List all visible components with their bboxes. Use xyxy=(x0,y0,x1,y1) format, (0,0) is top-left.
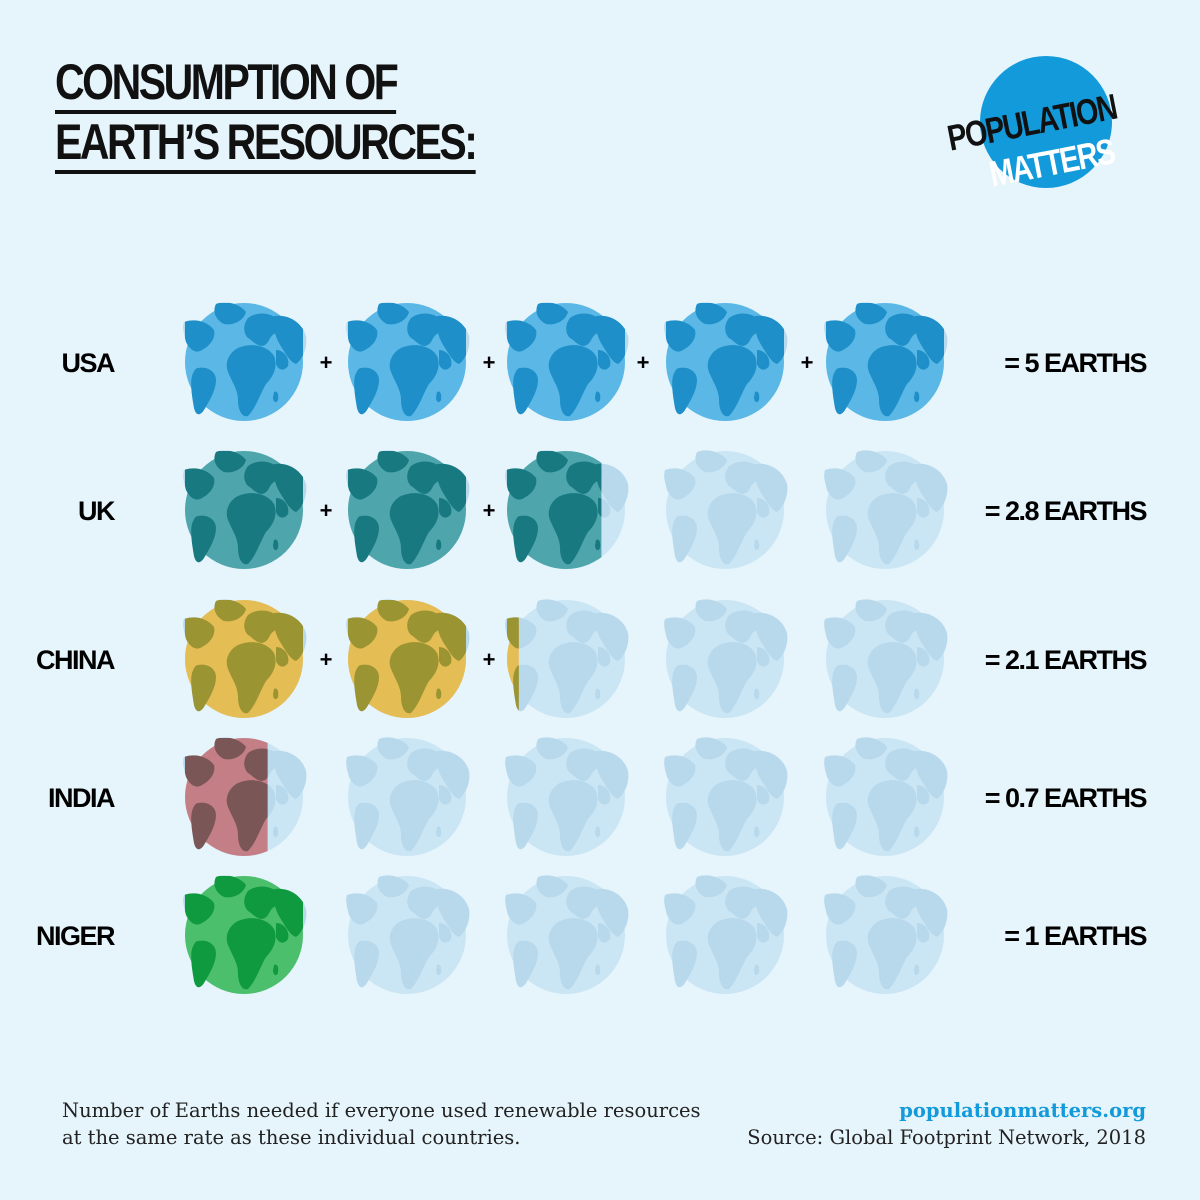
footnote: Number of Earths needed if everyone used… xyxy=(62,1099,701,1149)
logo-circle xyxy=(980,56,1112,188)
title-line-2: EARTH’S RESOURCES: xyxy=(55,112,478,174)
earth-icon xyxy=(183,599,307,718)
plus-sign: + xyxy=(483,350,496,375)
plus-sign: + xyxy=(320,498,333,523)
earth-icon xyxy=(664,302,788,421)
earth-icon xyxy=(183,302,307,421)
plus-sign: + xyxy=(483,647,496,672)
earth-icon xyxy=(824,737,948,856)
title-line-1: CONSUMPTION OF xyxy=(55,52,475,114)
earth-icon xyxy=(824,599,948,718)
plus-sign: + xyxy=(637,350,650,375)
earth-icon xyxy=(183,737,307,856)
earth-icon xyxy=(346,875,470,994)
earth-icon xyxy=(664,875,788,994)
earth-icon xyxy=(824,875,948,994)
earth-icon xyxy=(664,737,788,856)
country-label-uk: UK xyxy=(78,496,116,526)
total-label-india: = 0.7 EARTHS xyxy=(985,783,1147,813)
country-label-usa: USA xyxy=(61,348,115,378)
plus-sign: + xyxy=(483,498,496,523)
earth-icon xyxy=(505,737,629,856)
earth-icon xyxy=(664,599,788,718)
earth-icon xyxy=(183,875,307,994)
earth-icon xyxy=(346,599,470,718)
plus-sign: + xyxy=(801,350,814,375)
country-label-niger: NIGER xyxy=(36,921,115,951)
plus-sign: + xyxy=(320,350,333,375)
total-label-niger: = 1 EARTHS xyxy=(1004,921,1146,951)
total-label-china: = 2.1 EARTHS xyxy=(985,645,1147,675)
earth-icon xyxy=(824,302,948,421)
source-note: Source: Global Footprint Network, 2018 xyxy=(747,1126,1146,1149)
country-label-india: INDIA xyxy=(48,783,115,813)
earth-icon xyxy=(505,450,629,569)
plus-sign: + xyxy=(320,647,333,672)
earth-icon xyxy=(824,450,948,569)
earth-icon xyxy=(346,302,470,421)
page-title: CONSUMPTION OF EARTH’S RESOURCES: xyxy=(55,52,568,174)
total-label-usa: = 5 EARTHS xyxy=(1004,348,1146,378)
country-label-china: CHINA xyxy=(36,645,115,675)
earth-icon xyxy=(505,599,629,718)
earth-icon xyxy=(505,302,629,421)
total-label-uk: = 2.8 EARTHS xyxy=(985,496,1147,526)
earth-icon xyxy=(664,450,788,569)
website-link[interactable]: populationmatters.org xyxy=(899,1099,1146,1122)
earth-icon xyxy=(346,737,470,856)
earth-icon xyxy=(346,450,470,569)
earth-icon xyxy=(183,450,307,569)
earth-icon xyxy=(505,875,629,994)
population-matters-logo: POPULATION MATTERS xyxy=(940,56,1150,196)
